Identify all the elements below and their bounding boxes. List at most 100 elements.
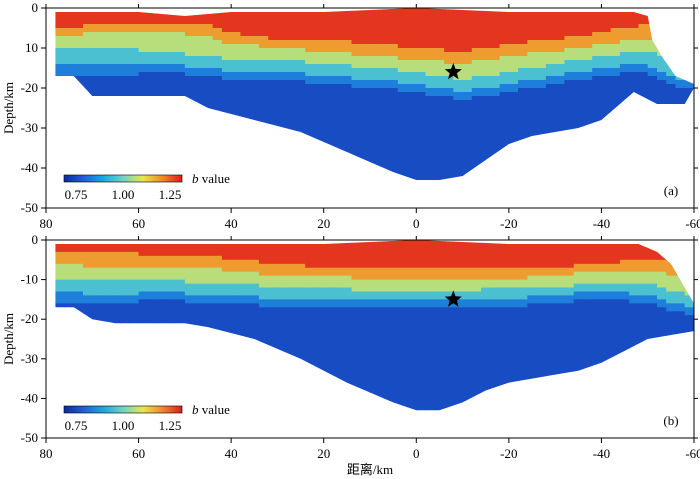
heat-cell [647,283,658,297]
heat-cell [619,291,630,300]
heat-cell [629,64,640,73]
heat-cell [481,287,491,300]
heat-cell [221,80,232,180]
heat-cell [166,267,177,281]
heat-cell [638,72,649,180]
y-tick-label: -10 [21,272,38,287]
heat-cell [277,80,288,180]
heat-cell [314,52,325,65]
heat-cell [286,60,297,73]
colorbar-title-italic: b [192,402,199,417]
heat-cell [388,279,399,293]
heat-cell [388,68,399,81]
heat-cell [638,40,649,53]
heat-cell [342,8,353,41]
heat-cell [157,267,167,281]
heat-cell [351,56,362,69]
heat-cell [582,263,593,273]
heat-cell [314,76,325,85]
heat-cell [73,48,84,65]
heat-cell [592,291,603,300]
heat-cell [471,299,482,308]
heat-cell [555,240,565,269]
heat-cell [277,299,288,308]
heat-cell [481,48,491,61]
heat-cell [666,60,677,77]
heat-cell [684,240,695,265]
heat-cell [407,92,417,180]
heat-cell [592,283,603,293]
heat-cell [305,40,316,53]
heat-cell [434,96,445,180]
heat-cell [527,240,538,269]
heat-cell [610,68,621,77]
heat-cell [582,48,593,61]
colorbar-tick-1: 1.00 [112,418,135,433]
y-tick-label: -50 [21,200,38,215]
heat-cell [138,255,149,269]
heat-cell [258,80,269,180]
heat-cell [231,80,241,180]
heat-cell [527,295,538,304]
heat-cell [694,295,695,308]
heat-cell [619,271,630,285]
heat-cell [397,240,408,269]
heat-cell [277,307,288,411]
heat-cell [397,72,408,85]
heat-cell [240,80,251,180]
heat-cell [370,68,380,81]
heat-cell [314,267,325,277]
heat-cell [610,291,621,300]
heat-cell [619,283,630,293]
heat-cell [490,299,501,308]
heat-cell [305,287,316,300]
heat-cell [684,68,695,81]
heat-cell [83,251,93,269]
heat-cell [379,307,390,411]
heat-cell [610,8,621,29]
heat-cell [536,303,547,411]
heat-cell [416,8,427,49]
heat-cell [564,303,575,411]
heat-cell [268,263,279,277]
heat-cell [342,76,353,85]
heat-cell [258,287,269,300]
heat-cell [277,60,288,73]
heat-cell [342,307,353,411]
heat-cell [138,240,149,257]
heat-cell [129,24,140,33]
panel-b-star [444,290,462,307]
heat-cell [573,48,584,61]
heat-cell [138,24,149,33]
heat-cell [481,299,491,308]
heat-cell [555,84,565,180]
heat-cell [101,279,112,296]
heat-cell [351,291,362,300]
heat-cell [314,307,325,411]
heat-cell [258,72,269,81]
heat-cell [573,8,584,37]
heat-cell [675,240,686,261]
heat-cell [490,8,501,49]
heat-cell [231,259,241,273]
heat-cell [462,64,473,81]
heat-cell [83,8,93,25]
heat-cell [147,240,158,257]
heat-cell [157,8,167,25]
heat-cell [657,240,667,261]
heat-cell [166,240,177,257]
heat-cell [249,303,260,411]
heat-cell [582,36,593,49]
heat-cell [258,240,269,265]
heat-cell [295,307,306,411]
heat-cell [601,68,612,77]
heat-cell [203,36,214,57]
heat-cell [370,267,380,281]
heat-cell [527,303,538,411]
heat-cell [490,287,501,300]
heat-cell [83,279,93,296]
heat-cell [555,76,565,85]
heat-cell [518,88,528,180]
heat-cell [582,80,593,180]
heat-cell [444,240,454,269]
